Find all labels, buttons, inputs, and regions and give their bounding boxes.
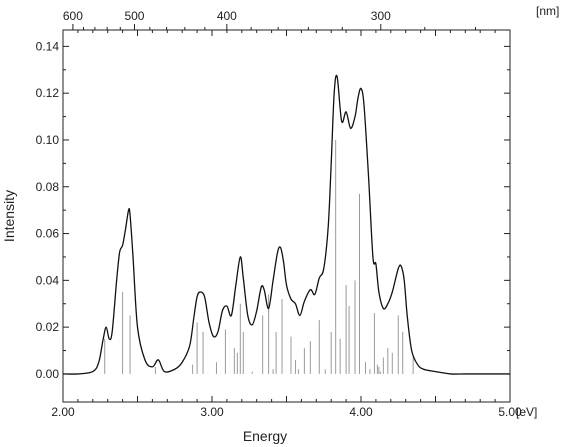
- top-tick-label: 600: [63, 9, 83, 23]
- y-tick-label: 0.04: [36, 273, 60, 287]
- x-tick-label: 2.00: [51, 405, 75, 419]
- x-tick-label: 3.00: [200, 405, 224, 419]
- y-axis-title: Intensity: [1, 190, 17, 242]
- stick-spectrum: [104, 139, 414, 374]
- top-tick-label: 300: [371, 9, 391, 23]
- y-tick-label: 0.08: [36, 180, 60, 194]
- y-tick-label: 0.12: [36, 86, 60, 100]
- y-tick-label: 0.02: [36, 320, 60, 334]
- top-tick-label: 400: [217, 9, 237, 23]
- top-axis-ticks: 600 500 400 300: [63, 9, 477, 30]
- x-axis-ticks: 2.00 3.00 4.00 5.00: [51, 30, 522, 419]
- x-unit-label: [eV]: [516, 405, 537, 419]
- top-unit-label: [nm]: [536, 4, 559, 18]
- top-tick-label: 500: [124, 9, 144, 23]
- y-axis-ticks: 0.00 0.02 0.04 0.06 0.08 0.10 0.12 0.14: [36, 39, 510, 381]
- x-tick-label: 5.00: [498, 405, 522, 419]
- y-tick-label: 0.06: [36, 227, 60, 241]
- y-tick-label: 0.00: [36, 367, 60, 381]
- y-tick-label: 0.10: [36, 133, 60, 147]
- x-axis-title: Energy: [243, 428, 287, 444]
- x-tick-label: 4.00: [349, 405, 373, 419]
- intensity-curve: [62, 74, 510, 375]
- y-tick-label: 0.14: [36, 39, 60, 53]
